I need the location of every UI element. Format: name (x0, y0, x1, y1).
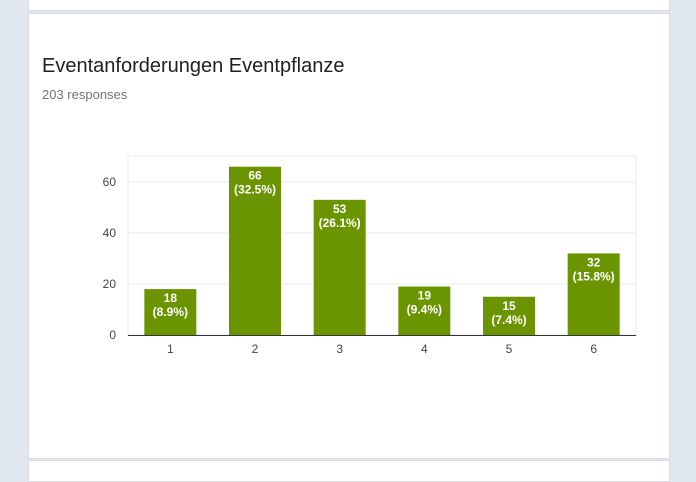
bar (313, 199, 366, 335)
y-axis-ticks: 0 20 40 60 (103, 175, 117, 342)
y-tick-label: 0 (109, 328, 116, 342)
bar-value-label: 53 (333, 202, 347, 216)
y-tick-label: 20 (103, 277, 117, 291)
x-tick-label: 4 (421, 342, 428, 356)
bars: 18(8.9%) 66(32.5%) 53(26.1%) 19(9.4%) 15(7.4… (144, 166, 620, 335)
bar-value-label: 32 (587, 255, 601, 269)
x-tick-label: 6 (590, 342, 597, 356)
bar-percent-label: (32.5%) (234, 183, 276, 197)
gridlines (127, 155, 637, 336)
bar-percent-label: (26.1%) (319, 216, 361, 230)
chart-card (28, 13, 670, 459)
bar (398, 286, 451, 335)
bar-percent-label: (9.4%) (407, 303, 442, 317)
bar-value-label: 19 (418, 289, 432, 303)
x-axis-ticks: 1 2 3 4 5 6 (167, 342, 597, 356)
bar-percent-label: (7.4%) (491, 313, 526, 327)
bar-value-label: 66 (248, 169, 262, 183)
bar (567, 253, 620, 335)
bar-value-label: 18 (164, 291, 178, 305)
bar (144, 289, 197, 335)
y-tick-label: 40 (103, 226, 117, 240)
y-tick-label: 60 (103, 175, 117, 189)
bar (229, 166, 281, 335)
plot-area-border (127, 155, 637, 336)
question-title: Eventanforderungen Eventpflanze (42, 55, 345, 77)
response-count: 203 responses (42, 87, 128, 102)
x-tick-label: 1 (167, 342, 174, 356)
previous-card-edge (28, 0, 670, 11)
bar-percent-label: (15.8%) (573, 269, 615, 283)
bar-percent-label: (8.9%) (153, 305, 188, 319)
x-tick-label: 2 (252, 342, 259, 356)
bar-value-label: 15 (502, 299, 516, 313)
x-tick-label: 5 (506, 342, 513, 356)
bar (483, 296, 535, 335)
x-tick-label: 3 (336, 342, 343, 356)
